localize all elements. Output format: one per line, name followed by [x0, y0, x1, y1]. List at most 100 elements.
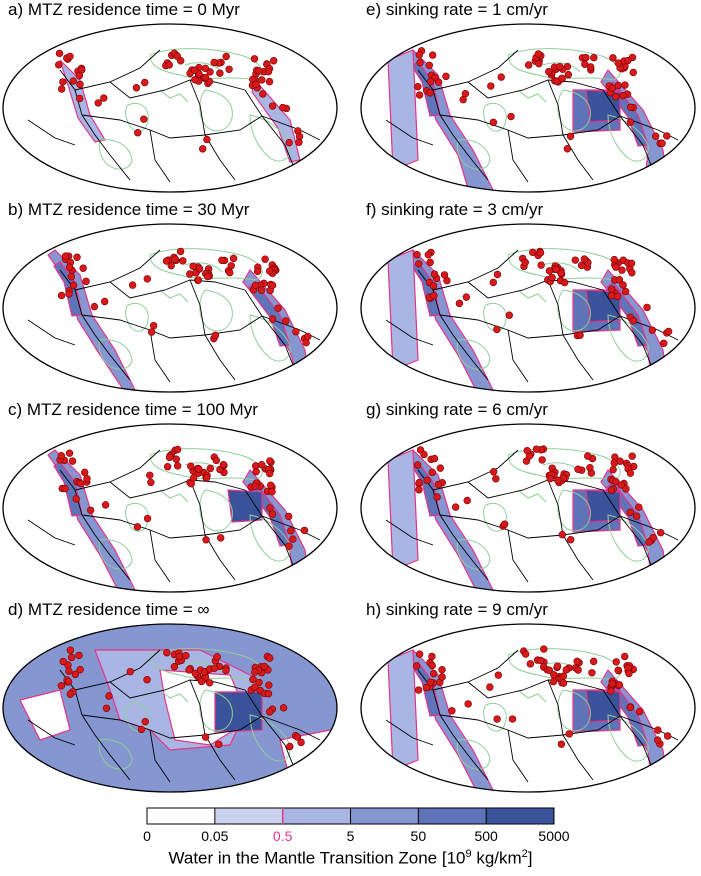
continent-outline — [483, 503, 507, 532]
volcano-marker — [562, 666, 570, 674]
plate-boundary — [261, 715, 321, 741]
plate-boundary — [189, 279, 206, 336]
volcano-marker — [617, 481, 625, 489]
plate-boundary — [244, 489, 296, 571]
volcano-marker — [132, 84, 141, 92]
continent-outline — [483, 703, 507, 732]
volcano-marker — [645, 538, 653, 546]
map-b — [2, 223, 338, 393]
volcano-marker — [126, 667, 134, 676]
volcano-marker — [566, 132, 575, 140]
plate-boundary — [467, 79, 604, 99]
volcano-marker — [257, 286, 266, 294]
continent-outline — [98, 339, 133, 370]
volcano-marker — [210, 664, 219, 672]
volcano-marker — [171, 255, 179, 263]
volcano-marker — [83, 474, 91, 483]
volcano-marker — [61, 252, 70, 260]
volcano-marker — [653, 736, 662, 744]
water-contour — [214, 691, 263, 733]
volcano-marker — [105, 692, 113, 700]
plate-boundary — [417, 69, 489, 181]
map-body — [361, 224, 695, 392]
panel-g: g) sinking rate = 6 cm/yr — [358, 400, 698, 596]
map-body — [3, 24, 337, 192]
volcano-marker — [643, 303, 651, 312]
volcano-marker — [65, 449, 74, 457]
volcano-marker — [505, 311, 513, 319]
volcano-marker — [222, 666, 230, 675]
volcano-marker — [607, 687, 615, 695]
water-contour — [387, 49, 419, 171]
volcano-marker — [434, 480, 443, 489]
volcano-marker — [657, 528, 665, 537]
volcano-marker — [251, 281, 260, 289]
volcano-marker — [635, 707, 644, 716]
colorbar-swatch — [486, 808, 554, 824]
plate-boundary — [467, 279, 604, 299]
volcano-marker — [537, 656, 545, 665]
volcano-marker — [567, 535, 575, 544]
volcano-marker — [292, 327, 300, 336]
colorbar: 0 0.05 0.5 5 50 500 5000 Water in the Mantle T… — [0, 800, 701, 876]
volcano-marker — [626, 469, 635, 477]
colorbar-swatches — [146, 807, 555, 825]
continent-outline — [149, 248, 263, 281]
volcano-marker — [559, 679, 568, 687]
volcano-marker — [165, 453, 174, 462]
volcano-marker — [609, 54, 617, 62]
continent-outline — [557, 289, 591, 332]
volcano-marker — [57, 682, 66, 690]
volcano-marker — [302, 338, 310, 347]
volcano-marker — [268, 281, 277, 290]
volcano-marker — [179, 257, 187, 265]
volcano-marker — [268, 488, 276, 496]
plate-boundary — [261, 515, 321, 541]
volcano-marker — [195, 265, 204, 273]
volcano-marker — [201, 733, 210, 741]
volcano-marker — [430, 454, 439, 463]
volcano-marker — [415, 650, 424, 658]
volcano-marker — [413, 461, 422, 469]
colorbar-tick-label: 5 — [346, 828, 355, 844]
plate-boundary — [189, 679, 206, 736]
volcano-marker — [489, 278, 498, 287]
plate-boundary — [547, 79, 564, 136]
map-border — [360, 423, 696, 593]
volcano-marker — [607, 486, 616, 494]
volcano-marker — [212, 456, 220, 465]
volcano-marker — [461, 89, 470, 98]
volcano-marker — [101, 501, 110, 509]
volcano-marker — [556, 62, 564, 71]
volcano-marker — [430, 669, 438, 678]
volcano-marker — [428, 661, 436, 670]
continent-outline — [607, 514, 649, 562]
volcano-marker — [265, 708, 274, 716]
volcano-marker — [540, 645, 548, 653]
continent-outline — [557, 89, 591, 132]
volcano-marker — [500, 520, 509, 528]
volcano-marker — [414, 686, 423, 694]
volcano-marker — [622, 485, 630, 493]
volcano-marker — [59, 78, 67, 86]
colorbar-swatch — [147, 808, 215, 824]
volcano-marker — [571, 256, 579, 264]
volcano-marker — [295, 138, 303, 146]
volcano-marker — [259, 90, 267, 98]
volcano-marker — [493, 715, 501, 723]
volcano-marker — [588, 669, 596, 677]
volcano-marker — [537, 261, 545, 269]
volcano-marker — [213, 653, 221, 661]
volcano-marker — [205, 679, 214, 687]
volcano-marker — [526, 660, 535, 668]
map-background — [3, 424, 337, 592]
volcano-marker — [81, 468, 89, 477]
volcano-marker — [626, 703, 634, 712]
continent-outline — [542, 262, 581, 273]
volcano-marker — [134, 129, 142, 137]
continent-outline — [607, 714, 649, 762]
volcano-marker — [532, 445, 541, 453]
continent-outline — [557, 689, 591, 732]
volcano-marker — [191, 76, 199, 84]
volcano-marker — [253, 267, 262, 276]
